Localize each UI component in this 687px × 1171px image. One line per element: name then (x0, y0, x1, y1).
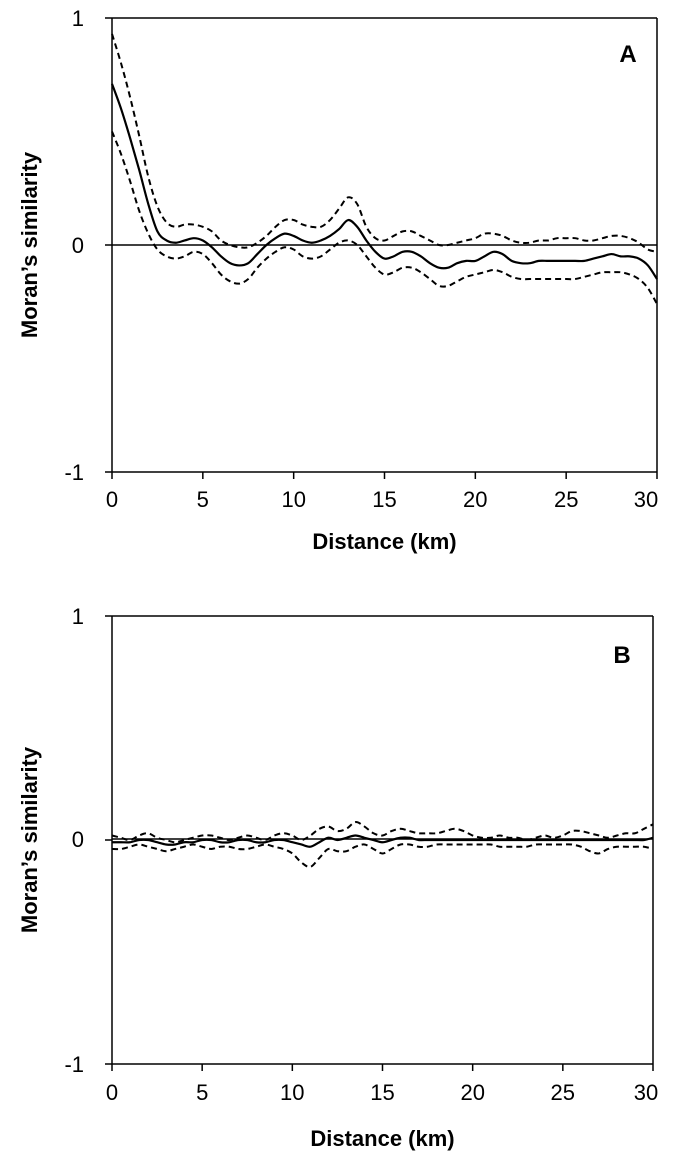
correlogram-line (110, 83, 658, 280)
x-tick-label: 10 (281, 487, 305, 512)
y-tick-label: 0 (72, 233, 84, 258)
y-axis-title: Moran’s similarity (17, 151, 42, 338)
x-tick-label: 5 (197, 487, 209, 512)
x-tick-label: 10 (280, 1080, 304, 1105)
lower-envelope-line (111, 131, 658, 305)
correlogram-line (111, 834, 654, 848)
x-tick-label: 0 (106, 487, 118, 512)
y-tick-label: 1 (72, 6, 84, 31)
panel-b: 1 0 -1 0 5 10 15 20 25 30 Distance (km) … (17, 604, 658, 1151)
y-tick-label: 1 (72, 604, 84, 629)
y-axis-title: Moran’s similarity (17, 746, 42, 933)
x-tick-label: 25 (554, 487, 578, 512)
panel-a: 1 0 -1 0 5 10 15 20 25 30 Distance (km) … (17, 6, 658, 554)
tick-marks (105, 17, 658, 479)
panel-label: A (619, 41, 636, 68)
x-tick-label: 15 (372, 487, 396, 512)
x-tick-label: 25 (551, 1080, 575, 1105)
series-layer (110, 33, 658, 305)
y-tick-label: -1 (64, 1052, 84, 1077)
lower-envelope-line (111, 843, 654, 868)
x-tick-label: 15 (370, 1080, 394, 1105)
y-tick-label: 0 (72, 827, 84, 852)
panel-label: B (613, 642, 630, 669)
y-tick-label: -1 (64, 460, 84, 485)
x-tick-label: 20 (463, 487, 487, 512)
upper-envelope-line (111, 33, 658, 253)
x-tick-label: 30 (634, 1080, 658, 1105)
upper-envelope-line (111, 821, 654, 844)
x-tick-label: 5 (196, 1080, 208, 1105)
x-tick-label: 30 (634, 487, 658, 512)
x-axis-title: Distance (km) (312, 529, 456, 554)
series-layer (111, 821, 654, 868)
tick-marks (105, 615, 654, 1071)
x-axis-title: Distance (km) (310, 1126, 454, 1151)
x-tick-label: 20 (460, 1080, 484, 1105)
x-tick-label: 0 (106, 1080, 118, 1105)
